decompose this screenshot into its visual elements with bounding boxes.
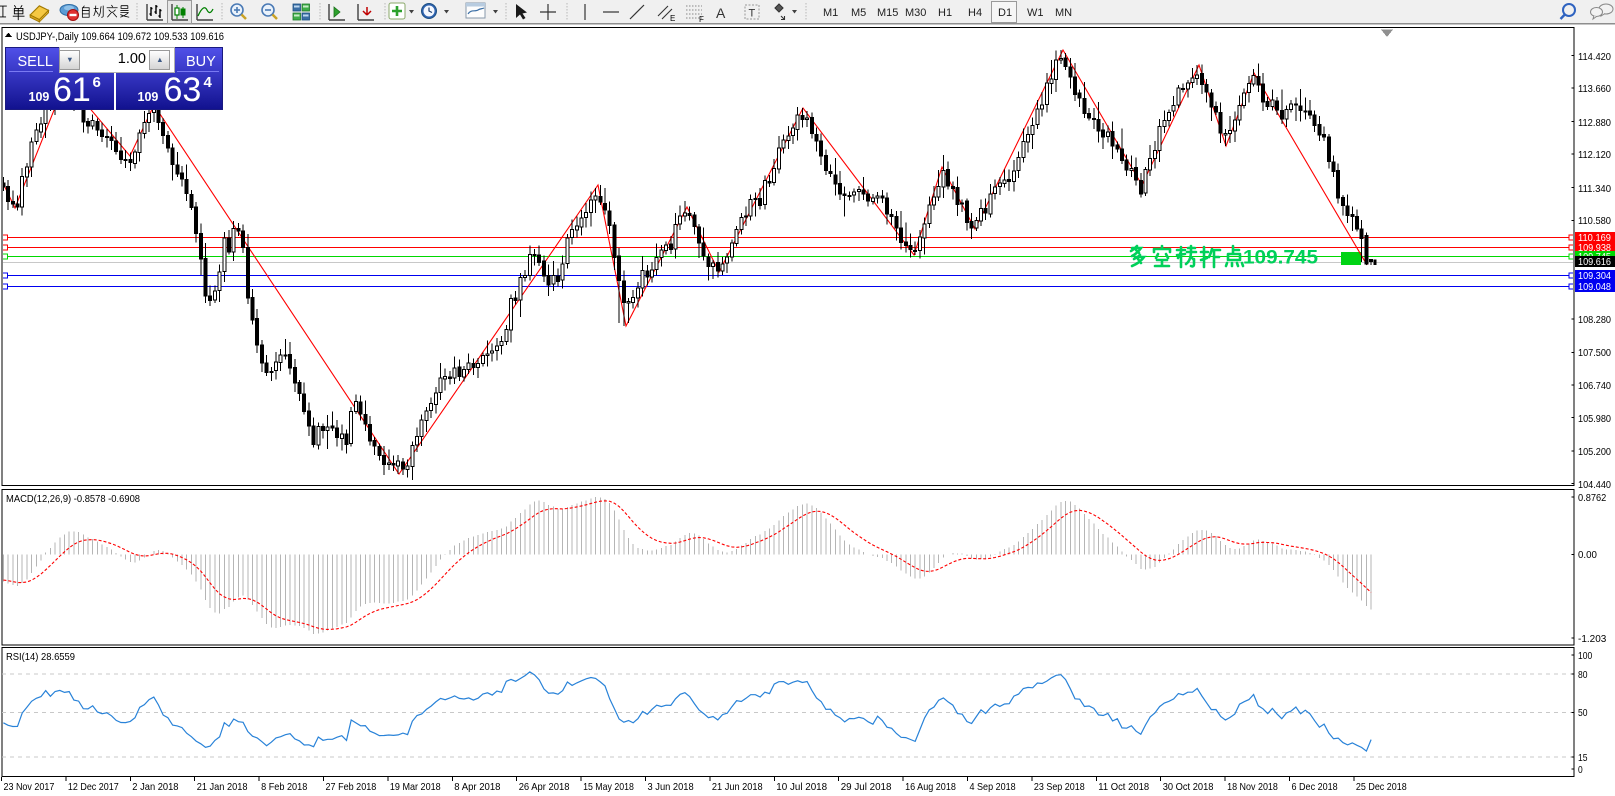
svg-text:W1: W1 — [1027, 7, 1044, 19]
svg-text:105.200: 105.200 — [1578, 446, 1611, 458]
svg-text:109.304: 109.304 — [1578, 270, 1611, 282]
svg-text:16 Aug 2018: 16 Aug 2018 — [905, 781, 956, 793]
svg-text:50: 50 — [1578, 707, 1588, 719]
svg-text:2 Jan 2018: 2 Jan 2018 — [132, 781, 178, 793]
svg-text:0.8762: 0.8762 — [1578, 492, 1606, 504]
svg-text:105.980: 105.980 — [1578, 413, 1611, 425]
svg-text:30 Oct 2018: 30 Oct 2018 — [1163, 781, 1214, 793]
svg-text:112.120: 112.120 — [1578, 149, 1611, 161]
svg-text:26 Apr 2018: 26 Apr 2018 — [519, 781, 570, 793]
svg-text:15: 15 — [1578, 752, 1588, 764]
svg-text:F: F — [699, 15, 704, 24]
svg-text:15 May 2018: 15 May 2018 — [583, 781, 634, 793]
svg-text:6 Dec 2018: 6 Dec 2018 — [1292, 781, 1338, 793]
svg-text:109.745: 109.745 — [1243, 247, 1318, 269]
svg-text:8 Apr 2018: 8 Apr 2018 — [454, 781, 500, 793]
svg-text:25 Dec 2018: 25 Dec 2018 — [1356, 781, 1407, 793]
svg-text:80: 80 — [1578, 669, 1588, 681]
svg-text:100: 100 — [1578, 650, 1592, 662]
svg-text:M1: M1 — [823, 7, 838, 19]
svg-text:H1: H1 — [938, 7, 952, 19]
svg-text:108.280: 108.280 — [1578, 314, 1611, 326]
svg-text:MACD(12,26,9) -0.8578 -0.6908: MACD(12,26,9) -0.8578 -0.6908 — [6, 493, 140, 505]
svg-text:110.169: 110.169 — [1578, 232, 1611, 244]
svg-text:D1: D1 — [998, 7, 1012, 19]
svg-text:USDJPY-,Daily 109.664 109.672: USDJPY-,Daily 109.664 109.672 109.533 10… — [16, 31, 224, 43]
svg-text:8 Feb 2018: 8 Feb 2018 — [261, 781, 307, 793]
svg-text:18 Nov 2018: 18 Nov 2018 — [1227, 781, 1278, 793]
svg-text:109.048: 109.048 — [1578, 281, 1611, 293]
svg-text:110.580: 110.580 — [1578, 215, 1611, 227]
svg-text:21 Jun 2018: 21 Jun 2018 — [712, 781, 763, 793]
svg-text:12 Dec 2017: 12 Dec 2017 — [68, 781, 119, 793]
svg-text:RSI(14) 28.6559: RSI(14) 28.6559 — [6, 651, 75, 663]
svg-text:107.500: 107.500 — [1578, 347, 1611, 359]
svg-text:T: T — [749, 8, 756, 20]
svg-text:E: E — [670, 14, 675, 23]
svg-text:M30: M30 — [905, 7, 926, 19]
svg-text:29 Jul 2018: 29 Jul 2018 — [841, 781, 892, 793]
svg-text:MN: MN — [1055, 7, 1072, 19]
svg-text:23 Nov 2017: 23 Nov 2017 — [4, 781, 55, 793]
svg-text:0: 0 — [1578, 764, 1583, 776]
svg-text:M15: M15 — [877, 7, 898, 19]
svg-text:112.880: 112.880 — [1578, 117, 1611, 129]
svg-text:10 Jul 2018: 10 Jul 2018 — [776, 781, 827, 793]
svg-text:H4: H4 — [968, 7, 982, 19]
svg-text:111.340: 111.340 — [1578, 183, 1611, 195]
svg-text:109.616: 109.616 — [1578, 256, 1611, 268]
svg-text:114.420: 114.420 — [1578, 51, 1611, 63]
svg-text:11 Oct 2018: 11 Oct 2018 — [1098, 781, 1149, 793]
svg-text:27 Feb 2018: 27 Feb 2018 — [326, 781, 377, 793]
svg-text:19 Mar 2018: 19 Mar 2018 — [390, 781, 441, 793]
svg-text:113.660: 113.660 — [1578, 83, 1611, 95]
svg-text:104.440: 104.440 — [1578, 479, 1611, 491]
svg-text:23 Sep 2018: 23 Sep 2018 — [1034, 781, 1085, 793]
svg-text:M5: M5 — [851, 7, 866, 19]
svg-text:106.740: 106.740 — [1578, 380, 1611, 392]
svg-text:3 Jun 2018: 3 Jun 2018 — [648, 781, 694, 793]
svg-text:-1.203: -1.203 — [1578, 633, 1606, 645]
svg-text:A: A — [716, 5, 726, 21]
svg-text:4 Sep 2018: 4 Sep 2018 — [970, 781, 1016, 793]
svg-text:0.00: 0.00 — [1578, 549, 1597, 561]
svg-text:21 Jan 2018: 21 Jan 2018 — [197, 781, 248, 793]
